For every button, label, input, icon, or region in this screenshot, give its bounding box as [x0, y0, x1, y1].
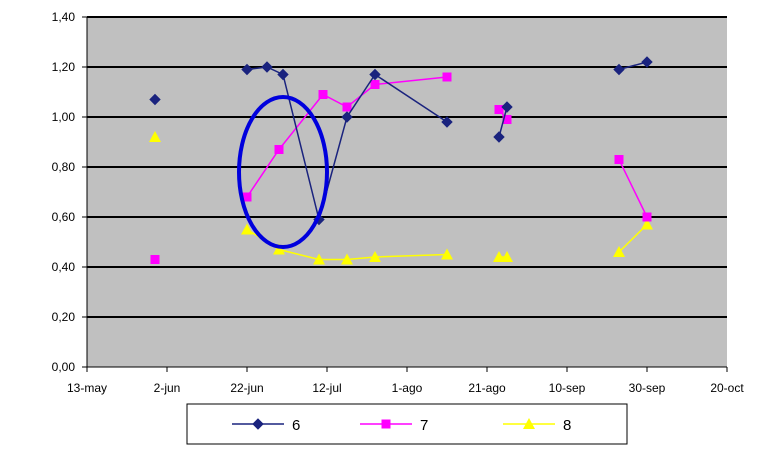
marker-square	[274, 145, 284, 154]
marker-triangle	[441, 248, 453, 260]
marker-square	[342, 102, 352, 112]
marker-diamond	[641, 56, 653, 68]
x-tick-label: 2-jun	[154, 381, 181, 395]
marker-diamond	[277, 68, 289, 81]
marker-triangle	[501, 251, 513, 262]
x-tick-label: 21-ago	[468, 381, 506, 395]
marker-triangle	[273, 243, 285, 255]
axes	[82, 16, 728, 372]
x-tick-label: 1-ago	[392, 381, 423, 395]
marker-triangle	[241, 223, 253, 235]
marker-triangle	[493, 251, 505, 262]
marker-triangle	[523, 418, 535, 429]
grid-lines	[87, 16, 727, 318]
x-tick-label: 30-sep	[629, 381, 666, 395]
x-tick-label: 22-jun	[230, 381, 263, 395]
marker-diamond	[341, 111, 353, 123]
y-tick-label: 1,00	[52, 110, 76, 124]
marker-triangle	[341, 253, 353, 265]
marker-square	[642, 212, 652, 222]
marker-square	[614, 155, 624, 164]
marker-triangle	[641, 218, 653, 230]
marker-square	[442, 72, 452, 82]
marker-diamond	[501, 101, 513, 113]
marker-diamond	[241, 63, 253, 76]
series	[149, 56, 653, 265]
x-tick-labels: 13-may 2-jun 22-jun 12-jul 1-ago 21-ago 10-sep…	[67, 381, 744, 395]
marker-diamond	[149, 93, 161, 106]
legend-label: 7	[420, 417, 428, 434]
y-tick-label: 1,20	[52, 60, 76, 74]
marker-triangle	[149, 131, 161, 142]
marker-square	[242, 192, 252, 202]
marker-triangle	[313, 253, 325, 265]
marker-square	[370, 80, 380, 89]
marker-square	[494, 105, 504, 114]
y-tick-label: 0,00	[52, 360, 76, 374]
y-tick-label: 1,40	[52, 10, 76, 24]
marker-diamond	[261, 61, 273, 73]
marker-square	[318, 90, 328, 99]
series-6	[149, 56, 653, 226]
series-line	[618, 61, 648, 71]
marker-diamond	[369, 68, 381, 81]
highlight-circle	[237, 95, 329, 249]
marker-diamond	[252, 418, 264, 430]
annotations	[237, 95, 329, 249]
legend-label: 6	[292, 417, 300, 434]
marker-diamond	[441, 116, 453, 128]
marker-square	[381, 419, 391, 429]
marker-diamond	[613, 63, 625, 76]
y-tick-labels: 0,00 0,20 0,40 0,60 0,80 1,00 1,20 1,40	[52, 10, 76, 374]
y-tick-label: 0,80	[52, 160, 76, 174]
marker-triangle	[369, 251, 381, 262]
marker-diamond	[493, 131, 505, 143]
y-tick-label: 0,60	[52, 210, 76, 224]
legend-label: 8	[563, 417, 571, 434]
marker-square	[150, 255, 160, 264]
plot-area	[87, 17, 727, 367]
x-tick-label: 13-may	[67, 381, 107, 395]
legend: 6 7 8	[186, 403, 628, 445]
marker-square	[502, 115, 512, 124]
x-tick-label: 20-oct	[710, 381, 744, 395]
series-line	[498, 106, 508, 138]
y-tick-label: 0,40	[52, 260, 76, 274]
x-tick-label: 10-sep	[549, 381, 586, 395]
series-line	[618, 159, 648, 218]
marker-triangle	[613, 246, 625, 257]
x-tick-label: 12-jul	[312, 381, 341, 395]
y-tick-label: 0,20	[52, 310, 76, 324]
